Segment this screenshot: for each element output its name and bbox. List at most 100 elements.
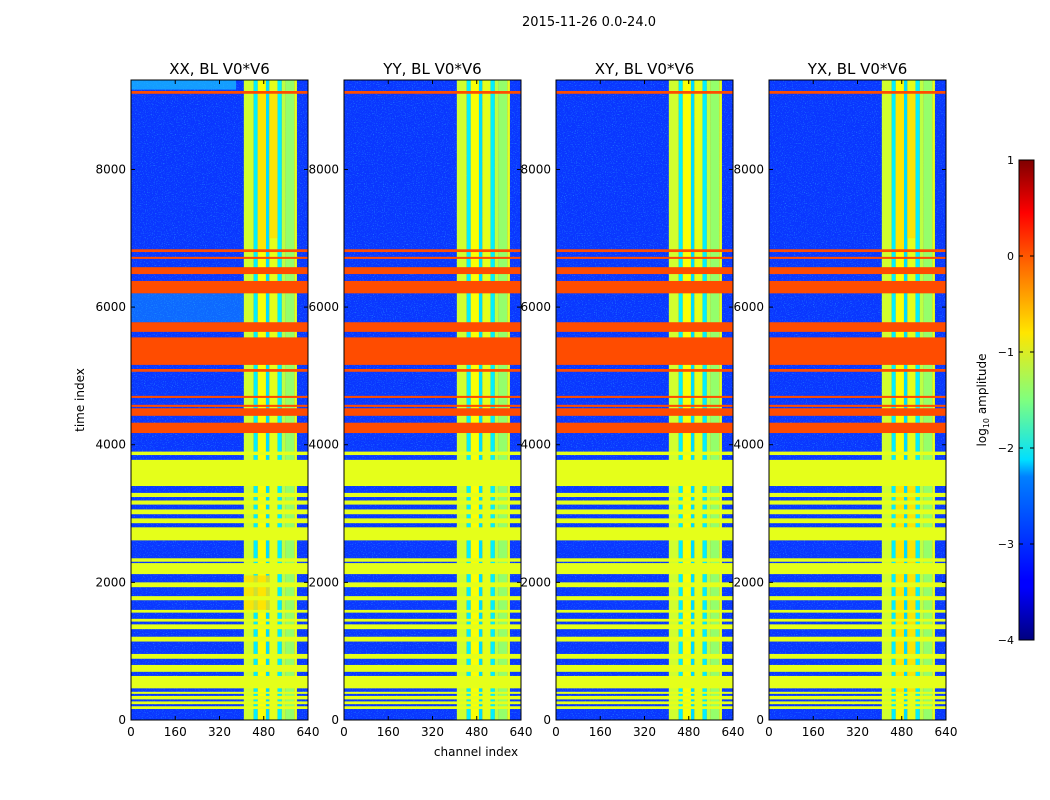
flagged-time-band: [344, 596, 521, 601]
flagged-time-band: [769, 695, 946, 700]
colorbar-tick-label: −2: [998, 442, 1014, 455]
y-tick-label: 8000: [95, 162, 126, 176]
flagged-time-band: [131, 675, 308, 689]
flagged-time-band: [769, 91, 946, 94]
rfi-channel-band: [466, 80, 471, 720]
colorbar-label: log10 amplitude: [975, 354, 991, 447]
flagged-time-band: [556, 404, 733, 407]
colorbar-gradient: [1018, 159, 1035, 641]
flagged-time-band: [131, 509, 308, 515]
rfi-channel-band: [494, 80, 499, 720]
flagged-time-band: [769, 509, 946, 515]
rfi-channel-band: [456, 80, 467, 720]
rfi-channel-band: [881, 80, 892, 720]
flagged-time-band: [769, 558, 946, 562]
rfi-channel-band: [719, 80, 722, 720]
flagged-time-band: [131, 701, 308, 705]
rfi-channel-band: [478, 80, 483, 720]
rfi-channel-band: [919, 80, 924, 720]
flagged-time-band: [131, 369, 308, 372]
y-tick-label: 4000: [520, 438, 551, 452]
flagged-time-band: [344, 249, 521, 253]
flagged-time-band: [344, 675, 521, 689]
x-axis-label: channel index: [434, 745, 518, 759]
heatmap-panel: XY, BL V0*V6 0 160 320 480 640 0 2000 4000 6000 80…: [520, 60, 744, 739]
flagged-time-band: [344, 91, 521, 94]
flagged-time-band: [769, 609, 946, 613]
flagged-time-band: [556, 527, 733, 541]
flagged-time-band: [556, 691, 733, 694]
flagged-time-band: [556, 422, 733, 434]
flagged-time-band: [769, 624, 946, 630]
y-tick-label: 2000: [95, 575, 126, 589]
flagged-time-band: [131, 609, 308, 613]
flagged-time-band: [131, 653, 308, 659]
flagged-time-band: [131, 624, 308, 630]
flagged-time-band: [556, 280, 733, 294]
rfi-channel-band: [490, 80, 495, 720]
flagged-time-band: [344, 609, 521, 613]
flagged-time-band: [769, 618, 946, 622]
rfi-hotspot: [269, 93, 278, 239]
flagged-time-band: [769, 500, 946, 505]
rfi-channel-band: [257, 80, 266, 720]
y-tick-label: 2000: [733, 575, 764, 589]
y-tick-label: 4000: [733, 438, 764, 452]
rfi-channel-band: [507, 80, 510, 720]
flagged-time-band: [556, 609, 733, 613]
rfi-channel-band: [482, 80, 491, 720]
flagged-time-band: [769, 701, 946, 705]
flagged-time-band: [131, 500, 308, 505]
flagged-time-band: [556, 653, 733, 659]
panel-title: XY, BL V0*V6: [595, 60, 695, 78]
rfi-channel-band: [932, 80, 935, 720]
flagged-time-band: [344, 618, 521, 622]
flagged-time-band: [556, 624, 733, 630]
rfi-channel-band: [694, 80, 703, 720]
flagged-time-band: [556, 675, 733, 689]
rfi-channel-band: [269, 80, 278, 720]
flagged-time-band: [131, 256, 308, 259]
y-tick-label: 6000: [308, 300, 339, 314]
flagged-time-band: [556, 451, 733, 456]
x-tick-label: 480: [890, 725, 913, 739]
flagged-time-band: [131, 322, 308, 332]
rfi-channel-band: [294, 80, 297, 720]
flagged-time-band: [556, 582, 733, 588]
flagged-time-band: [769, 322, 946, 332]
flagged-time-band: [344, 369, 521, 372]
flagged-time-band: [131, 558, 308, 562]
flagged-time-band: [131, 280, 308, 294]
x-tick-label: 160: [377, 725, 400, 739]
x-tick-label: 320: [421, 725, 444, 739]
rfi-channel-band: [915, 80, 920, 720]
y-tick-label: 6000: [95, 300, 126, 314]
rfi-channel-band: [281, 80, 286, 720]
x-tick-label: 480: [252, 725, 275, 739]
rfi-channel-band: [253, 80, 258, 720]
flagged-time-band: [769, 596, 946, 601]
flagged-time-band: [344, 280, 521, 294]
panel-title: XX, BL V0*V6: [169, 60, 270, 78]
flagged-time-band: [556, 558, 733, 562]
x-tick-label: 0: [127, 725, 135, 739]
x-tick-label: 160: [164, 725, 187, 739]
flagged-time-band: [344, 701, 521, 705]
colorbar-tick-label: −4: [998, 634, 1014, 647]
y-tick-label: 4000: [308, 438, 339, 452]
flagged-time-band: [344, 451, 521, 456]
flagged-time-band: [131, 691, 308, 694]
flagged-time-band: [769, 422, 946, 434]
y-tick-label: 0: [543, 713, 551, 727]
y-axis-label: time index: [73, 368, 87, 432]
x-tick-label: 320: [846, 725, 869, 739]
y-tick-label: 6000: [520, 300, 551, 314]
x-tick-label: 640: [297, 725, 320, 739]
flagged-time-band: [131, 664, 308, 672]
x-tick-label: 320: [633, 725, 656, 739]
flagged-time-band: [769, 451, 946, 456]
flagged-time-band: [344, 267, 521, 275]
flagged-time-band: [769, 267, 946, 275]
flagged-time-band: [769, 369, 946, 372]
y-tick-label: 4000: [95, 438, 126, 452]
